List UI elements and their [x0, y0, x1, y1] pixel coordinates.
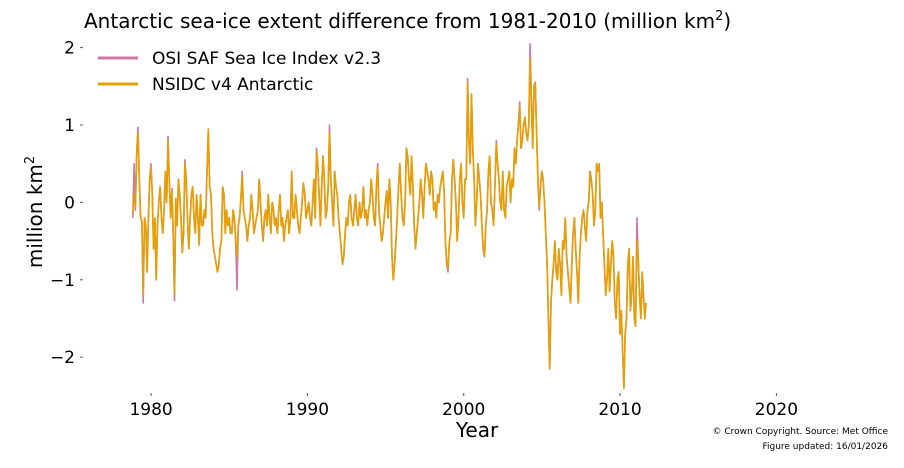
y-tick-label: 2 — [64, 39, 75, 59]
chart-title: Antarctic sea-ice extent difference from… — [84, 9, 731, 33]
chart-title-end: ) — [723, 9, 731, 33]
x-tick-label: 1980 — [129, 400, 172, 420]
x-ticks: 1980 1990 2000 2010 2020 — [129, 393, 798, 420]
y-tick-label: −2 — [50, 348, 75, 368]
updated-note: Figure updated: 16/01/2026 — [762, 442, 888, 452]
series-lines — [132, 42, 647, 389]
series-line-osi-saf — [132, 42, 647, 389]
y-axis-label-main: million km — [23, 164, 47, 268]
y-tick-label: 1 — [64, 116, 75, 136]
x-tick-label: 1990 — [286, 400, 329, 420]
legend-label-nsidc: NSIDC v4 Antarctic — [152, 75, 313, 95]
x-tick-label: 2010 — [598, 400, 641, 420]
chart-title-sup: 2 — [715, 9, 723, 24]
legend-label-osi-saf: OSI SAF Sea Ice Index v2.3 — [152, 49, 381, 69]
legend: OSI SAF Sea Ice Index v2.3 NSIDC v4 Anta… — [98, 49, 381, 95]
chart-title-main: Antarctic sea-ice extent difference from… — [84, 9, 715, 33]
x-tick-label: 2000 — [442, 400, 485, 420]
copyright-note: © Crown Copyright. Source: Met Office — [712, 427, 888, 437]
y-axis-label-sup: 2 — [23, 156, 38, 164]
x-tick-label: 2020 — [755, 400, 798, 420]
y-axis-label: million km2 — [23, 156, 47, 268]
y-tick-label: 0 — [64, 193, 75, 213]
y-tick-label: −1 — [50, 271, 75, 291]
x-axis-label: Year — [455, 418, 499, 442]
series-line-nsidc — [132, 58, 647, 389]
y-ticks: 2 1 0 −1 −2 — [50, 39, 83, 368]
